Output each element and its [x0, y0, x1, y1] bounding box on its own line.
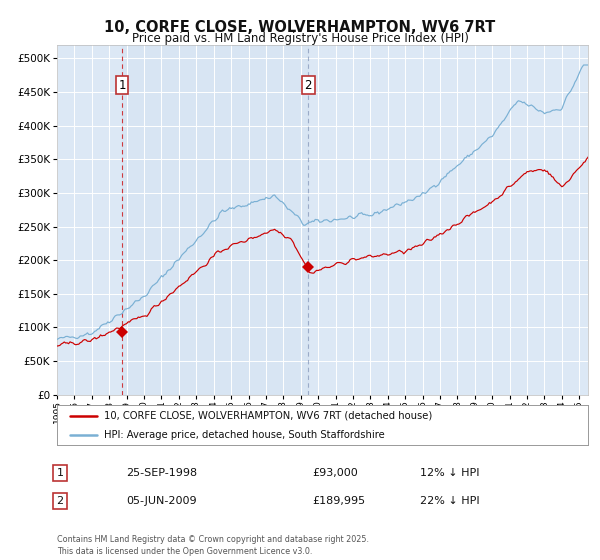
Text: 25-SEP-1998: 25-SEP-1998: [126, 468, 197, 478]
Text: Price paid vs. HM Land Registry's House Price Index (HPI): Price paid vs. HM Land Registry's House …: [131, 32, 469, 45]
Text: £189,995: £189,995: [312, 496, 365, 506]
Text: £93,000: £93,000: [312, 468, 358, 478]
Text: 1: 1: [118, 78, 125, 91]
Text: 05-JUN-2009: 05-JUN-2009: [126, 496, 197, 506]
Bar: [122, 45, 308, 395]
Text: HPI: Average price, detached house, South Staffordshire: HPI: Average price, detached house, Sout…: [104, 430, 385, 440]
Text: 22% ↓ HPI: 22% ↓ HPI: [420, 496, 479, 506]
Text: 1: 1: [56, 468, 64, 478]
Text: 10, CORFE CLOSE, WOLVERHAMPTON, WV6 7RT: 10, CORFE CLOSE, WOLVERHAMPTON, WV6 7RT: [104, 20, 496, 35]
Text: 2: 2: [304, 78, 312, 91]
Text: 10, CORFE CLOSE, WOLVERHAMPTON, WV6 7RT (detached house): 10, CORFE CLOSE, WOLVERHAMPTON, WV6 7RT …: [104, 411, 432, 421]
Text: 2: 2: [56, 496, 64, 506]
Text: 12% ↓ HPI: 12% ↓ HPI: [420, 468, 479, 478]
Text: Contains HM Land Registry data © Crown copyright and database right 2025.
This d: Contains HM Land Registry data © Crown c…: [57, 535, 369, 556]
